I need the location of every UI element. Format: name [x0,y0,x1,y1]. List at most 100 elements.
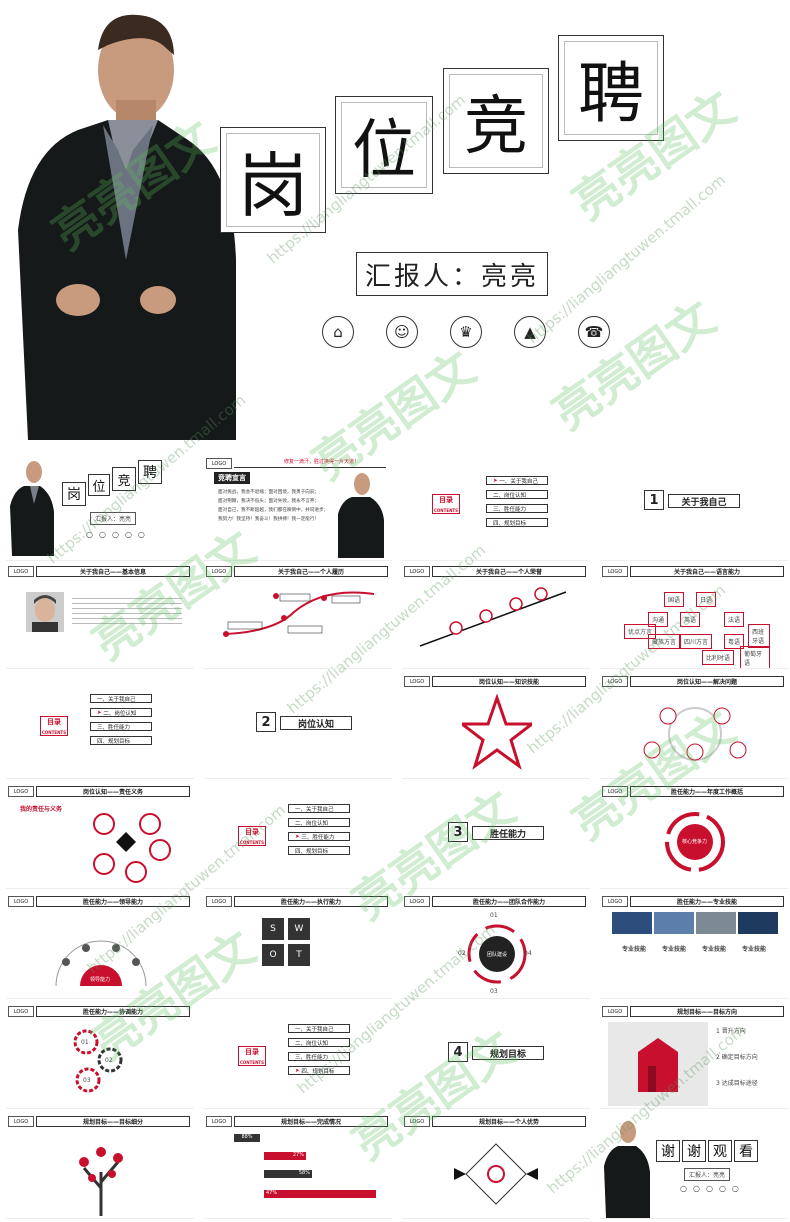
gear-num-3: 03 [83,1077,91,1084]
slide-header: 规划目标——目标细分 [36,1116,190,1127]
presenter-photo [8,0,238,440]
slide-thumb-knowledge[interactable]: LOGO 岗位认知——知识技能 [402,672,590,779]
slide-thumb-declaration[interactable]: LOGO 修复一滴汗，胜过换得一片天道！ 竞聘宣言 面对挑战，我会不退缩；面对困… [204,454,392,561]
logo: LOGO [206,1116,232,1127]
slide-header: 规划目标——目标方向 [630,1006,784,1017]
goal-item-1: 1 晋升方向 [716,1028,746,1035]
menu-item-3[interactable]: 三、胜任能力 [288,1052,350,1061]
menu-item-4[interactable]: 四、规划目标 [486,518,548,527]
trophy-icon[interactable]: ♛ [450,316,482,348]
honors-ladder [419,587,567,647]
menu-item-1[interactable]: 一、关于我自己 [90,694,152,703]
thanks-char-1: 谢 [656,1140,680,1162]
menu-item-2[interactable]: 二、岗位认知 [486,490,548,499]
menu-item-1[interactable]: ➤ 一、关于我自己 [486,476,548,485]
leadership-arc [55,940,147,987]
slide-thumb-goal-direction[interactable]: LOGO 规划目标——目标方向 1 晋升方向 2 确定目标方向 3 达成目标途径 [600,1002,788,1109]
gear-num-1: 01 [81,1039,89,1046]
phone-icon[interactable]: ☎ [578,316,610,348]
slide-thumb-resume[interactable]: LOGO 关于我自己——个人履历 [204,562,392,669]
slide-thumb-thanks[interactable]: 谢 谢 观 看 汇报人：亮亮 ○○○○○ [600,1112,788,1219]
slide-thumb-section-4[interactable]: 4 规划目标 [402,1002,590,1109]
slide-thumb-contents-1[interactable]: 目录 CONTENTS ➤ 一、关于我自己 二、岗位认知 三、胜任能力 四、规划目… [402,454,590,561]
logo: LOGO [602,566,628,577]
thanks-icon-row: ○○○○○ [680,1184,745,1193]
slide-thumb-strengths[interactable]: LOGO 规划目标——个人优势 [402,1112,590,1219]
section-title: 胜任能力 [472,826,544,840]
cover-char-2: 位 [88,474,110,496]
title-char-4: 聘 [558,35,664,141]
slide-thumb-duties[interactable]: LOGO 岗位认知——责任义务 我的责任与义务 [6,782,194,889]
section-title: 岗位认知 [280,716,352,730]
logo: LOGO [602,676,628,687]
logo: LOGO [404,566,430,577]
menu-item-2[interactable]: 二、岗位认知 [288,1038,350,1047]
team-ring [467,924,527,984]
slide-thumb-problem-solving[interactable]: LOGO 岗位认知——解决问题 [600,672,788,779]
slide-thumb-cover[interactable]: 岗 位 竞 聘 汇报人：亮亮 ○○○○○ [6,454,194,561]
team-num-2: 02 [458,950,466,957]
slide-thumb-annual-summary[interactable]: LOGO 胜任能力——年度工作概括 核心竞争力 [600,782,788,889]
slide-thumb-leadership[interactable]: LOGO 胜任能力——领导能力 领导能力 [6,892,194,999]
slide-thumb-execution[interactable]: LOGO 胜任能力——执行能力 S W O T [204,892,392,999]
completion-88: 88% [234,1134,260,1142]
presenter-photo-small [338,473,384,558]
duties-subtitle: 我的责任与义务 [20,806,63,813]
logo: LOGO [8,1116,34,1127]
slide-thumb-coordination[interactable]: LOGO 胜任能力——协调能力 01 02 03 [6,1002,194,1109]
slide-thumb-contents-4[interactable]: 目录 CONTENTS 一、关于我自己 二、岗位认知 三、胜任能力 ➤ 四、规划目… [204,1002,392,1109]
slide-thumb-goal-breakdown[interactable]: LOGO 规划目标——目标细分 [6,1112,194,1219]
chart-icon[interactable]: ▲ [514,316,546,348]
gear-num-2: 02 [105,1057,113,1064]
slide-thumb-contents-2[interactable]: 目录 CONTENTS 一、关于我自己 ➤ 二、岗位认知 三、胜任能力 四、规划目… [6,672,194,779]
slide-thumb-section-1[interactable]: 1 关于我自己 [600,454,788,561]
logo: LOGO [8,896,34,907]
menu-item-4[interactable]: 四、规划目标 [288,846,350,855]
slide-header: 关于我自己——语言能力 [630,566,784,577]
menu-item-1[interactable]: 一、关于我自己 [288,1024,350,1033]
team-label: 团队建设 [487,952,508,958]
gear-chain [73,1029,123,1093]
slide-header: 关于我自己——基本信息 [36,566,190,577]
presenter-subtitle: 汇报人：亮亮 [356,252,548,296]
slide-thumb-completion[interactable]: LOGO 规划目标——完成情况 88% 27% 58% 47% [204,1112,392,1219]
skill-photo-strip [612,912,778,934]
logo: LOGO [8,1006,34,1017]
contents-logo: 目录 CONTENTS [238,1046,266,1066]
people-icon[interactable]: ☺ [386,316,418,348]
goal-item-2: 2 确定目标方向 [716,1054,758,1061]
slide-thumb-teamwork[interactable]: LOGO 胜任能力——团队合作能力 团队建设 01 02 03 04 [402,892,590,999]
slide-thumb-honors[interactable]: LOGO 关于我自己——个人荣誉 [402,562,590,669]
hero-icon-row: ⌂ ☺ ♛ ▲ ☎ [322,316,610,348]
menu-item-3[interactable]: ➤ 三、胜任能力 [288,832,350,841]
menu-item-4[interactable]: ➤ 四、规划目标 [288,1066,350,1075]
slide-header: 岗位认知——责任义务 [36,786,190,797]
menu-item-3[interactable]: 三、胜任能力 [90,722,152,731]
slide-thumb-section-3[interactable]: 3 胜任能力 [402,782,590,889]
completion-58: 58% [264,1170,312,1178]
declaration-title: 竞聘宣言 [214,472,250,484]
leadership-label: 领导能力 [90,977,111,983]
swot-o: O [262,944,284,966]
menu-item-2[interactable]: ➤ 二、岗位认知 [90,708,152,717]
menu-item-4[interactable]: 四、规划目标 [90,736,152,745]
language-hex-grid: 国语 日语 英语 沟通 法语 优点方言 藏族方言 四川方言 粤语 西班牙语 比利… [620,584,770,668]
slide-header: 胜任能力——专业技能 [630,896,784,907]
slide-header: 关于我自己——个人履历 [234,566,388,577]
slide-header: 胜任能力——团队合作能力 [432,896,586,907]
slide-thumb-contents-3[interactable]: 目录 CONTENTS 一、关于我自己 二、岗位认知 ➤ 三、胜任能力 四、规划目… [204,782,392,889]
slide-thumb-languages[interactable]: LOGO 关于我自己——语言能力 国语 日语 英语 沟通 法语 优点方言 藏族方… [600,562,788,669]
star-diagram [462,694,532,770]
slide-thumb-section-2[interactable]: 2 岗位认知 [204,672,392,779]
team-num-3: 03 [490,988,498,995]
cover-char-4: 聘 [138,460,162,484]
slide-thumb-professional-skills[interactable]: LOGO 胜任能力——专业技能 专业技能 专业技能 专业技能 专业技能 [600,892,788,999]
section-title: 关于我自己 [668,494,740,508]
thanks-char-4: 看 [734,1140,758,1162]
menu-item-3[interactable]: 三、胜任能力 [486,504,548,513]
menu-item-2[interactable]: 二、岗位认知 [288,818,350,827]
home-icon[interactable]: ⌂ [322,316,354,348]
slide-thumb-basic-info[interactable]: LOGO 关于我自己——基本信息 [6,562,194,669]
title-char-1: 岗 [220,127,326,233]
menu-item-1[interactable]: 一、关于我自己 [288,804,350,813]
